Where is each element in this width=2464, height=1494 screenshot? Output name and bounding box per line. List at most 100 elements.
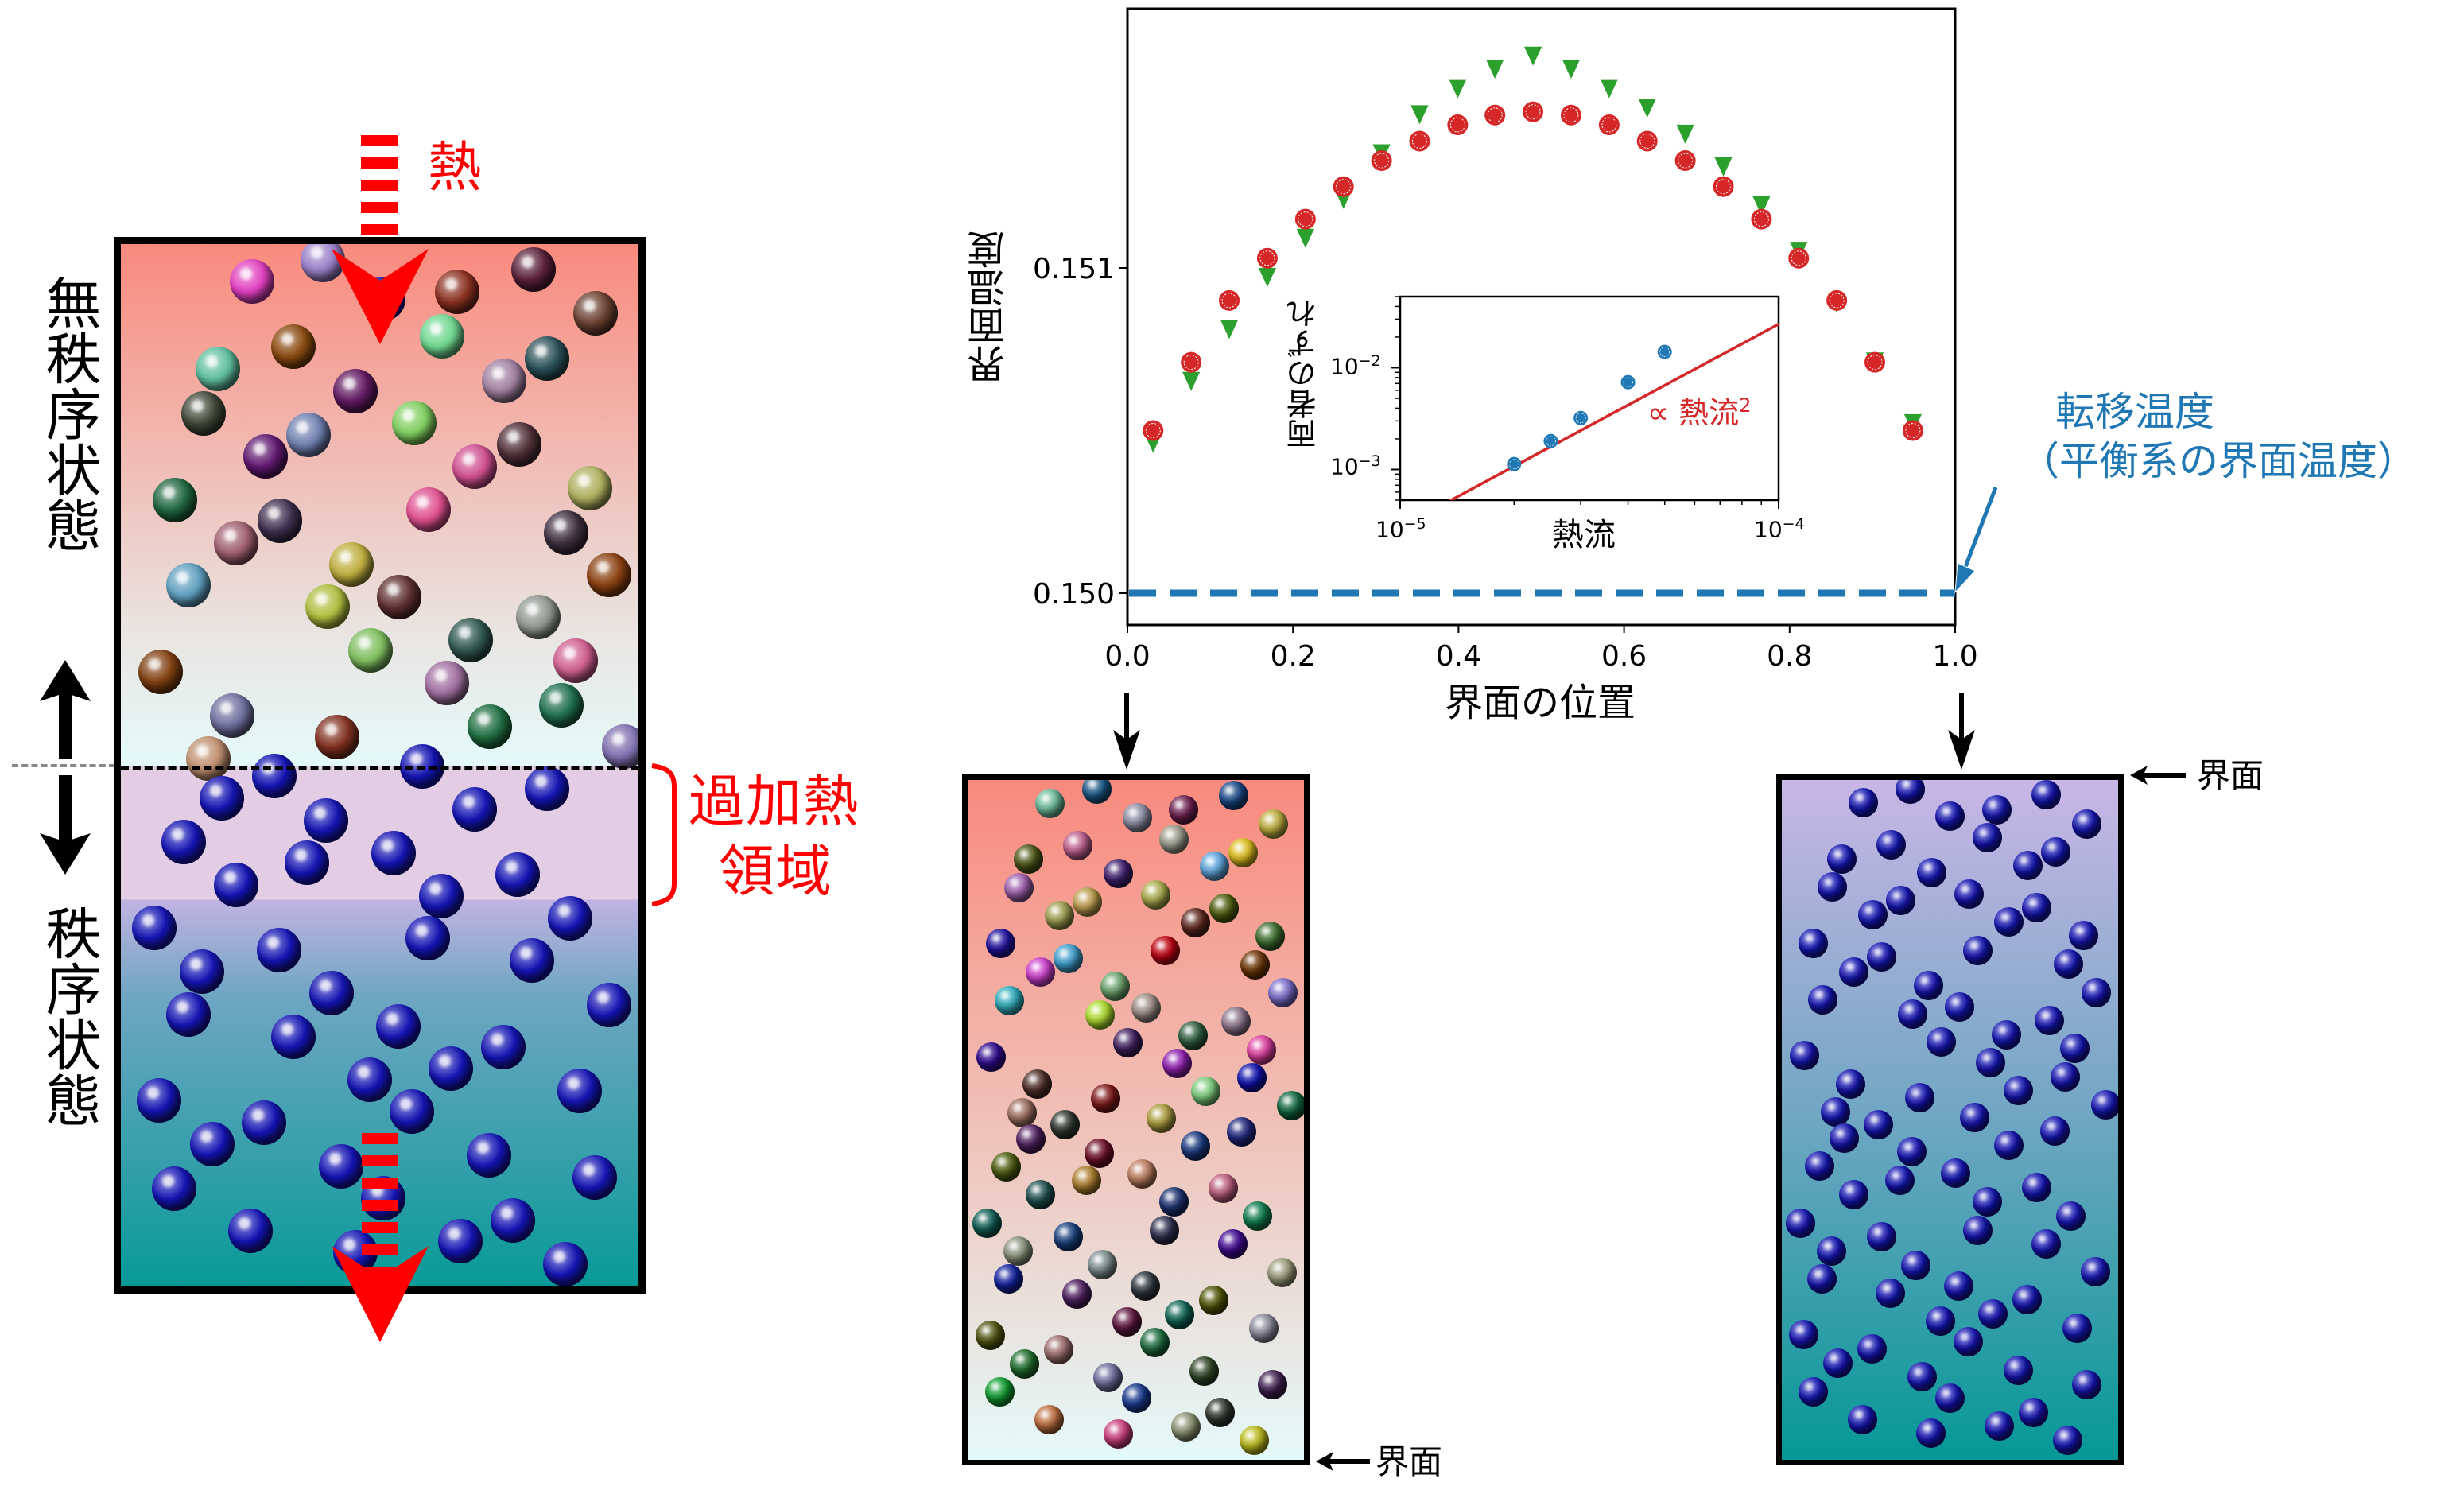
- particle: [390, 1089, 434, 1134]
- data-point-triangle: [1484, 58, 1506, 81]
- particle: [497, 422, 541, 467]
- particle: [2050, 1062, 2080, 1092]
- particle: [557, 1069, 602, 1113]
- particle: [1164, 1299, 1194, 1329]
- particle: [214, 863, 258, 907]
- particle: [1257, 1369, 1287, 1399]
- particle: [329, 542, 374, 587]
- particle: [258, 499, 302, 543]
- particle: [1003, 872, 1034, 902]
- particle: [452, 787, 497, 832]
- particle: [242, 1100, 286, 1145]
- particle: [252, 754, 297, 798]
- inset-data-point: [1507, 456, 1522, 471]
- particle: [2072, 809, 2102, 839]
- particle: [1838, 1179, 1868, 1209]
- particle: [1935, 801, 1965, 832]
- inset-fit-label: ∝ 熱流2: [1647, 388, 1752, 430]
- data-point-triangle: [1561, 58, 1581, 81]
- particle: [152, 1166, 196, 1211]
- particle: [1926, 1027, 1956, 1057]
- particle: [1246, 1034, 1276, 1065]
- particle: [315, 715, 359, 759]
- particle: [481, 1025, 526, 1069]
- particle: [1084, 1138, 1114, 1168]
- particle: [2071, 1369, 2101, 1399]
- transition-temperature-label-line2: （平衡系の界面温度）: [2020, 438, 2417, 484]
- particle: [1972, 1186, 2002, 1217]
- particle: [161, 820, 206, 864]
- particle: [1071, 1165, 1101, 1195]
- particle: [516, 595, 561, 639]
- particle: [2081, 1257, 2111, 1287]
- particle: [1146, 1103, 1176, 1133]
- particle: [304, 798, 348, 843]
- particle: [1217, 1228, 1248, 1259]
- particle: [371, 831, 416, 875]
- particle: [1876, 1278, 1906, 1308]
- particle: [1209, 893, 1239, 923]
- inset-fit-label-text: ∝ 熱流: [1647, 395, 1740, 430]
- particle: [1944, 1271, 1974, 1302]
- particle: [438, 1219, 483, 1263]
- particle: [1162, 1048, 1192, 1078]
- particle: [1158, 1186, 1189, 1217]
- particle: [1962, 1215, 1993, 1245]
- particle: [2040, 1116, 2070, 1147]
- particle: [1981, 794, 2012, 825]
- particle: [1993, 1130, 2024, 1160]
- data-point-triangle: [1523, 45, 1544, 68]
- particle: [1149, 1215, 1179, 1245]
- particle: [1050, 1109, 1080, 1139]
- interface-temperature-chart: 0.0 0.2 0.4 0.6 0.8 1.0 0.150 0.151: [1033, 7, 1998, 673]
- particle: [2003, 1076, 2033, 1106]
- fit-line: [1449, 323, 1779, 500]
- particle: [1022, 1069, 1052, 1099]
- particle: [425, 661, 469, 705]
- particle: [587, 553, 631, 597]
- particle: [190, 1122, 235, 1166]
- particle: [1180, 907, 1210, 937]
- particle: [1925, 1306, 1955, 1336]
- particle: [333, 369, 378, 413]
- particle: [1917, 857, 1947, 887]
- x-tick-label: 0.0: [1104, 640, 1150, 673]
- interface-guide-line: [12, 764, 115, 767]
- particle: [467, 1133, 511, 1178]
- interface-label-right: 界面: [2197, 756, 2264, 795]
- particle: [305, 584, 350, 629]
- particle: [435, 270, 479, 314]
- particle: [1885, 886, 1915, 916]
- particle: [1228, 837, 1258, 867]
- particle: [972, 1208, 1002, 1238]
- particle: [243, 434, 288, 479]
- particle: [1898, 999, 1928, 1029]
- particle: [230, 259, 274, 304]
- particle: [1959, 1103, 1989, 1133]
- particle: [1954, 1327, 1984, 1357]
- particle: [2090, 1090, 2118, 1120]
- particle: [1849, 787, 1879, 817]
- particle: [377, 575, 421, 619]
- particle: [1072, 887, 1102, 917]
- data-point-triangle: [1409, 104, 1430, 127]
- particle: [1170, 1411, 1201, 1442]
- particle: [1150, 935, 1180, 965]
- inset-data-point: [1657, 344, 1672, 359]
- particle: [2059, 1034, 2090, 1064]
- particle: [1025, 957, 1055, 987]
- particle: [1015, 1123, 1046, 1154]
- particle: [1208, 1173, 1238, 1203]
- particle: [1034, 1404, 1064, 1434]
- particle: [271, 1015, 316, 1059]
- particle: [482, 359, 526, 403]
- particle: [1239, 1425, 1269, 1455]
- particle: [1866, 1221, 1896, 1251]
- particle: [1003, 1236, 1033, 1266]
- particle: [1820, 1097, 1850, 1127]
- particle: [568, 466, 612, 510]
- particle: [1025, 1179, 1055, 1209]
- simulation-box-interface-at-0: [962, 774, 1310, 1465]
- particle: [1100, 971, 1130, 1001]
- particle: [228, 1209, 273, 1253]
